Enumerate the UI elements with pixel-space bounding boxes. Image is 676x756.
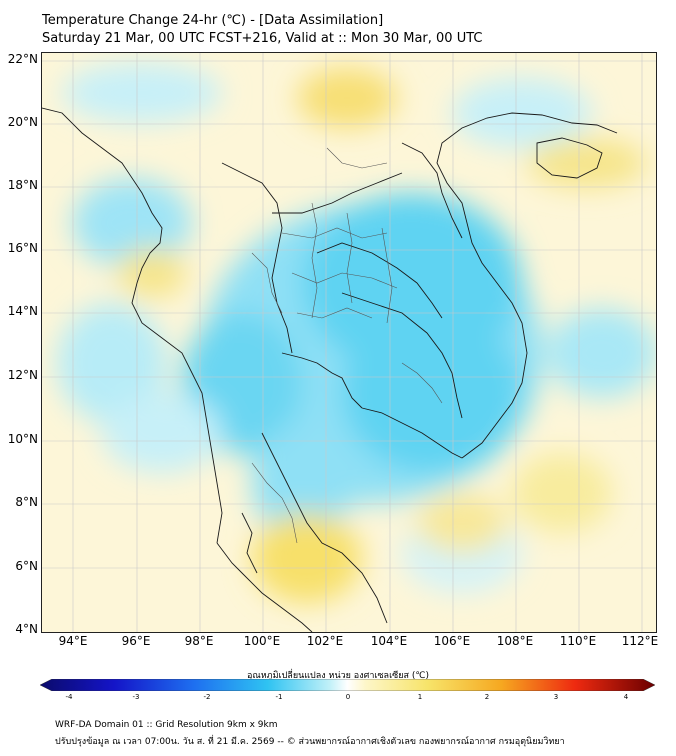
lon-label-100: 100°E bbox=[243, 634, 281, 648]
colorbar-tick: -1 bbox=[275, 693, 283, 701]
colorbar-tick: -3 bbox=[132, 693, 140, 701]
lat-label-10: 10°N bbox=[7, 432, 38, 446]
lat-label-16: 16°N bbox=[7, 241, 38, 255]
colorbar-tick: 2 bbox=[484, 693, 490, 701]
lat-label-4: 4°N bbox=[15, 622, 38, 636]
province-borders bbox=[251, 147, 443, 544]
colorbar-tick: 0 bbox=[345, 693, 351, 701]
lon-label-96: 96°E bbox=[121, 634, 151, 648]
lon-label-98: 98°E bbox=[184, 634, 214, 648]
temperature-field bbox=[42, 53, 656, 632]
colorbar-label: อุณหภูมิเปลี่ยนแปลง หน่วย องศาเซลเซียส (… bbox=[246, 671, 430, 681]
lon-label-108: 108°E bbox=[496, 634, 534, 648]
colorbar-tick: -2 bbox=[203, 693, 211, 701]
lon-label-112: 112°E bbox=[621, 634, 659, 648]
lat-label-18: 18°N bbox=[7, 178, 38, 192]
map-panel bbox=[41, 52, 657, 633]
colorbar-tick: -4 bbox=[65, 693, 73, 701]
lon-label-94: 94°E bbox=[58, 634, 88, 648]
lat-label-22: 22°N bbox=[7, 52, 38, 66]
field-blobs bbox=[57, 63, 656, 603]
lat-label-20: 20°N bbox=[7, 115, 38, 129]
map-title: Temperature Change 24-hr (℃) - [Data Ass… bbox=[42, 12, 482, 48]
graticule bbox=[42, 53, 656, 632]
lon-label-110: 110°E bbox=[559, 634, 597, 648]
lon-label-104: 104°E bbox=[370, 634, 408, 648]
title-line-1: Temperature Change 24-hr (℃) - [Data Ass… bbox=[42, 13, 384, 28]
lat-label-12: 12°N bbox=[7, 368, 38, 382]
colorbar-tick: 3 bbox=[553, 693, 559, 701]
footer-line-2: ปรับปรุงข้อมูล ณ เวลา 07:00น. วัน ส. ที่… bbox=[55, 737, 565, 747]
lat-label-6: 6°N bbox=[15, 559, 38, 573]
lat-label-14: 14°N bbox=[7, 304, 38, 318]
colorbar-tick: 4 bbox=[623, 693, 629, 701]
colorbar-tick: 1 bbox=[417, 693, 423, 701]
footer-line-1: WRF-DA Domain 01 :: Grid Resolution 9km … bbox=[55, 720, 278, 730]
colorbar bbox=[40, 679, 655, 691]
lon-label-106: 106°E bbox=[433, 634, 471, 648]
lon-label-102: 102°E bbox=[306, 634, 344, 648]
lat-label-8: 8°N bbox=[15, 495, 38, 509]
title-line-2: Saturday 21 Mar, 00 UTC FCST+216, Valid … bbox=[42, 31, 483, 46]
coastlines bbox=[42, 107, 618, 632]
